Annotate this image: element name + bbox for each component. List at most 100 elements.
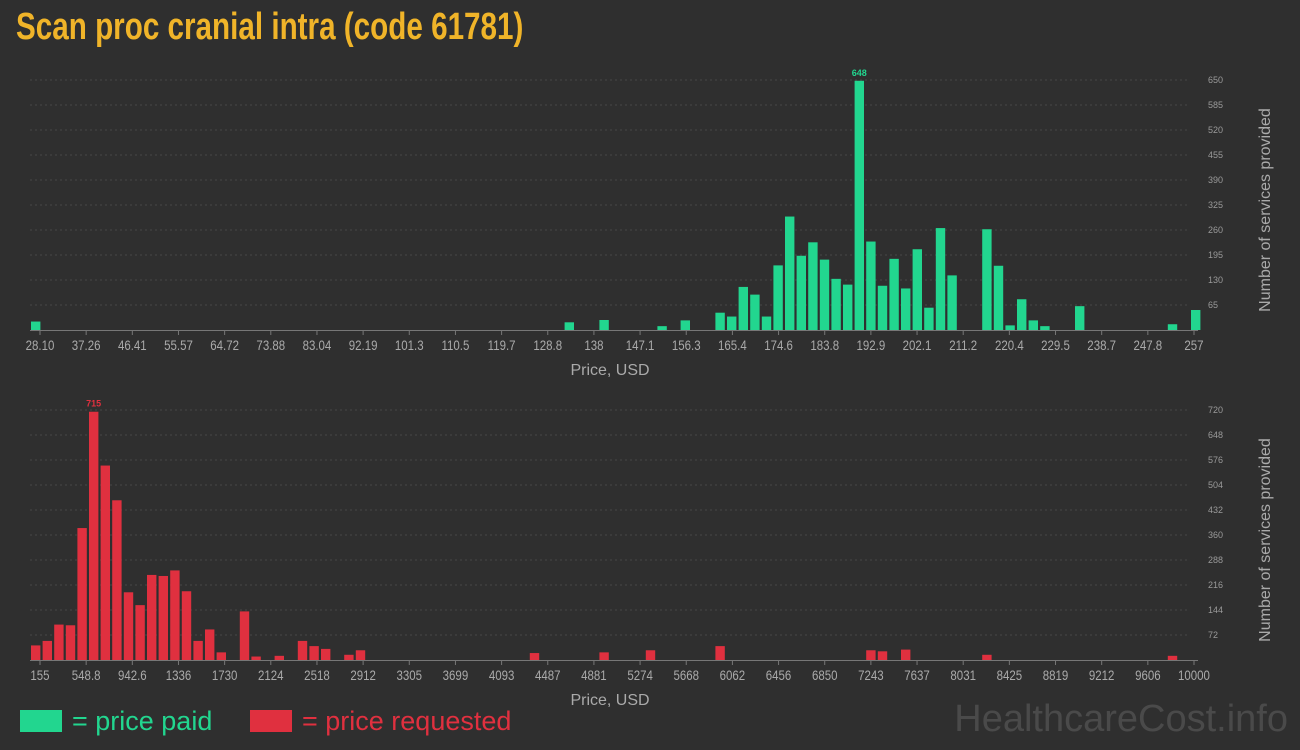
paid-bar	[924, 307, 934, 330]
requested-bar	[89, 411, 99, 660]
requested-x-tick-label: 5668	[673, 667, 699, 683]
requested-bar	[31, 645, 41, 660]
requested-bar	[147, 574, 157, 660]
legend-label-requested: = price requested	[302, 706, 512, 736]
requested-bar	[645, 650, 656, 660]
paid-x-tick-label: 46.41	[118, 337, 147, 353]
requested-bar	[205, 629, 215, 660]
paid-bar	[599, 320, 609, 330]
requested-bar	[297, 640, 308, 660]
paid-x-tick-label: 28.10	[26, 337, 55, 353]
requested-x-tick-label: 7243	[858, 667, 884, 683]
paid-bar	[843, 284, 853, 330]
requested-bar	[42, 640, 52, 660]
requested-x-tick-label: 2124	[258, 667, 284, 683]
requested-y-tick-label: 432	[1208, 505, 1223, 515]
requested-bar	[274, 655, 284, 660]
paid-y-tick-label: 325	[1208, 200, 1223, 210]
requested-bar	[181, 591, 192, 660]
paid-bar	[31, 321, 41, 330]
paid-x-tick-label: 147.1	[626, 337, 655, 353]
requested-bar	[216, 652, 226, 660]
paid-x-tick-label: 247.8	[1133, 337, 1162, 353]
requested-y-tick-label: 360	[1208, 530, 1223, 540]
requested-bar	[355, 650, 366, 660]
paid-bar	[1040, 326, 1050, 330]
requested-y-tick-label: 648	[1208, 430, 1223, 440]
requested-y-tick-label: 216	[1208, 580, 1223, 590]
price-requested-chart: 72 144 216 288 360 432 504 576 648 720 715 155 548.8…	[30, 399, 1274, 709]
requested-bar	[901, 649, 911, 660]
paid-x-tick-label: 138	[584, 337, 603, 353]
requested-bar	[100, 465, 110, 660]
requested-x-axis-title: Price, USD	[570, 692, 649, 709]
paid-x-tick-label: 220.4	[995, 337, 1024, 353]
paid-y-tick-label: 65	[1208, 300, 1218, 310]
requested-bar	[112, 500, 122, 660]
paid-bar	[796, 255, 806, 330]
requested-x-tick-label: 9606	[1135, 667, 1161, 683]
legend-label-paid: = price paid	[72, 706, 213, 736]
paid-bar	[750, 294, 760, 330]
requested-y-tick-label: 576	[1208, 455, 1223, 465]
paid-bar	[1028, 320, 1038, 330]
requested-x-tick-label: 2518	[304, 667, 330, 683]
requested-y-tick-label: 288	[1208, 555, 1223, 565]
requested-x-tick-label: 3699	[443, 667, 469, 683]
paid-x-tick-label: 211.2	[949, 337, 977, 353]
paid-bar	[1075, 306, 1085, 330]
paid-bar	[912, 249, 922, 330]
paid-peak-label: 648	[852, 68, 867, 78]
requested-x-tick-label: 2912	[350, 667, 376, 683]
requested-x-tick-label: 548.8	[72, 667, 101, 683]
paid-bar	[657, 326, 667, 330]
paid-x-tick-label: 37.26	[72, 337, 101, 353]
paid-bar	[1017, 299, 1027, 330]
requested-bar	[123, 592, 134, 660]
paid-bar	[982, 229, 992, 330]
paid-bar	[1167, 324, 1178, 330]
requested-bar	[54, 624, 64, 660]
requested-x-tick-label: 4093	[489, 667, 515, 683]
paid-bar	[715, 312, 725, 330]
paid-x-tick-label: 83.04	[303, 337, 332, 353]
paid-x-tick-label: 174.6	[764, 337, 793, 353]
requested-y-tick-label: 720	[1208, 405, 1223, 415]
paid-x-tick-label: 110.5	[442, 337, 470, 353]
requested-bar	[170, 570, 180, 660]
requested-x-tick-label: 6850	[812, 667, 838, 683]
paid-x-tick-label: 156.3	[672, 337, 701, 353]
page-title: Scan proc cranial intra (code 61781)	[16, 6, 524, 48]
paid-y-tick-label: 390	[1208, 175, 1223, 185]
requested-x-tick-label: 10000	[1178, 667, 1210, 683]
paid-y-tick-label: 455	[1208, 150, 1223, 160]
requested-bar	[251, 656, 261, 660]
requested-x-tick-label: 9212	[1089, 667, 1115, 683]
requested-x-tick-label: 6456	[766, 667, 792, 683]
requested-bar	[529, 653, 540, 660]
requested-y-tick-label: 504	[1208, 480, 1223, 490]
requested-x-tick-label: 4487	[535, 667, 561, 683]
watermark: HealthcareCost.info	[954, 698, 1288, 740]
paid-x-tick-label: 229.5	[1041, 337, 1070, 353]
paid-bar	[866, 241, 876, 330]
paid-x-tick-label: 257	[1184, 337, 1203, 353]
paid-bar	[901, 288, 911, 330]
paid-bar	[993, 265, 1004, 330]
paid-bar	[877, 285, 888, 330]
paid-bar	[785, 216, 795, 330]
requested-bar	[344, 654, 354, 660]
requested-bar	[158, 575, 168, 660]
paid-bar	[773, 265, 783, 330]
paid-bar	[761, 316, 772, 330]
requested-peak-label: 715	[86, 399, 101, 409]
requested-bar	[599, 652, 609, 660]
price-paid-chart: 65 130 195 260 325 390 455 520 585 650 648 28.10 37.…	[26, 68, 1274, 379]
paid-bar	[947, 275, 957, 330]
paid-y-tick-label: 130	[1208, 275, 1223, 285]
paid-x-tick-label: 55.57	[164, 337, 193, 353]
requested-x-tick-label: 8819	[1043, 667, 1069, 683]
requested-x-tick-label: 942.6	[118, 667, 147, 683]
requested-x-tick-label: 4881	[581, 667, 607, 683]
requested-y-tick-label: 72	[1208, 630, 1218, 640]
